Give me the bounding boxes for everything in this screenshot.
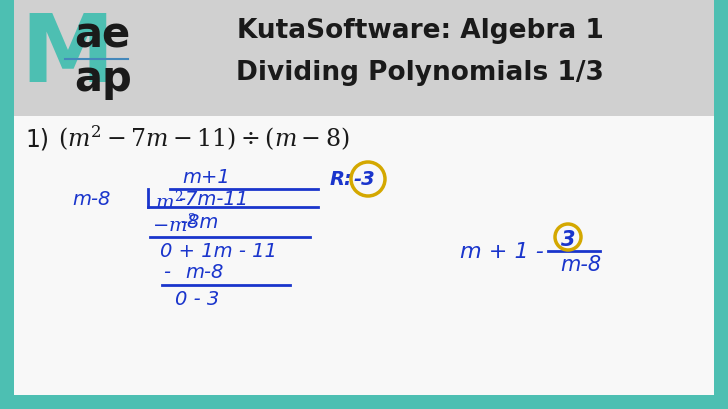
Text: -: - bbox=[163, 262, 170, 281]
Text: m + 1 -: m + 1 - bbox=[460, 241, 544, 261]
Text: $\mathit{-m^2}$: $\mathit{-m^2}$ bbox=[152, 213, 197, 236]
Text: -8m: -8m bbox=[180, 213, 218, 231]
Text: 0 + 1m - 11: 0 + 1m - 11 bbox=[160, 241, 277, 261]
Text: 0 - 3: 0 - 3 bbox=[175, 289, 219, 308]
Bar bbox=[14, 117, 714, 395]
Bar bbox=[714, 0, 728, 409]
Text: R:: R: bbox=[330, 170, 353, 189]
Bar bbox=[0, 395, 728, 409]
Text: M: M bbox=[20, 10, 114, 102]
Bar bbox=[0, 0, 14, 409]
Text: ap: ap bbox=[74, 58, 132, 100]
Text: $\mathit{(m^2 - 7m - 11) \div (m - 8)}$: $\mathit{(m^2 - 7m - 11) \div (m - 8)}$ bbox=[58, 124, 349, 153]
Text: 3: 3 bbox=[561, 229, 575, 249]
Text: m-8: m-8 bbox=[185, 262, 223, 281]
Text: KutaSoftware: Algebra 1: KutaSoftware: Algebra 1 bbox=[237, 18, 604, 44]
Text: m-8: m-8 bbox=[560, 254, 601, 274]
Text: m-8: m-8 bbox=[72, 189, 111, 209]
Text: ae: ae bbox=[74, 14, 130, 56]
Text: -3: -3 bbox=[354, 170, 376, 189]
Text: $\mathit{m^2}$: $\mathit{m^2}$ bbox=[155, 189, 183, 213]
Text: 1): 1) bbox=[25, 127, 49, 151]
Text: m+1: m+1 bbox=[182, 168, 230, 187]
Text: -7m-11: -7m-11 bbox=[178, 189, 248, 209]
Text: Dividing Polynomials 1/3: Dividing Polynomials 1/3 bbox=[236, 60, 604, 86]
